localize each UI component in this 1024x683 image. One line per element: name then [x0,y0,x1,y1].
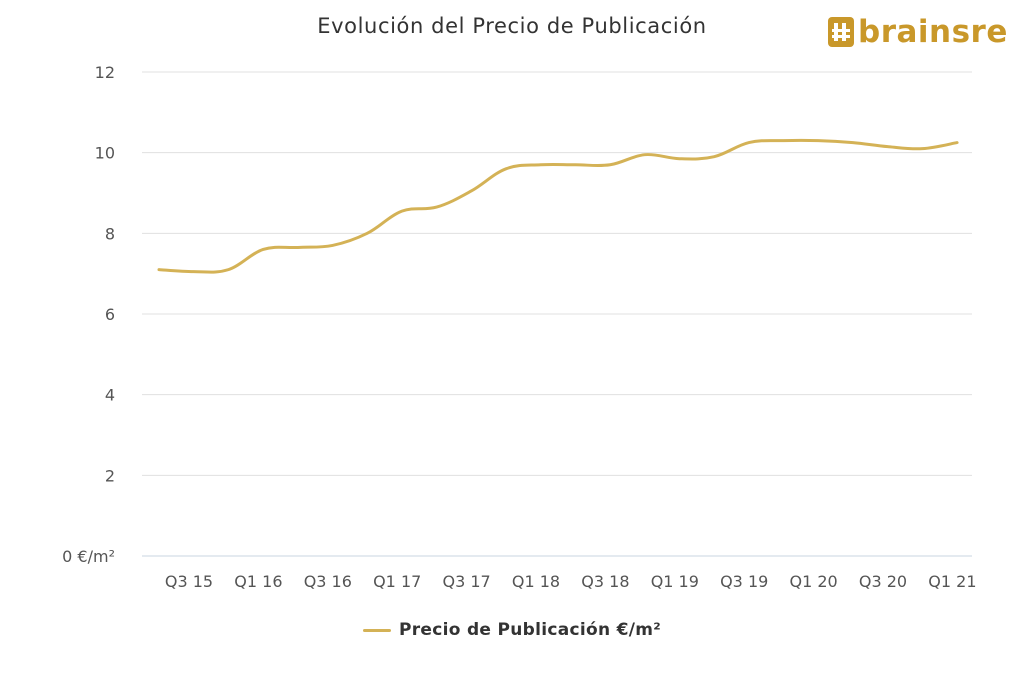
data-point[interactable] [259,245,267,253]
data-point[interactable] [918,145,926,153]
data-point[interactable] [953,139,961,147]
x-tick-label: Q3 19 [720,572,768,591]
legend-swatch [362,628,391,632]
data-point[interactable] [606,161,614,169]
brainsre-wordmark: brainsre [858,13,1008,50]
y-tick-label: 0 €/m² [62,547,115,566]
data-point[interactable] [398,207,406,215]
data-point[interactable] [363,229,371,237]
y-tick-label: 4 [105,386,115,405]
x-tick-label: Q3 15 [165,572,213,591]
data-point[interactable] [745,139,753,147]
data-point[interactable] [641,151,649,159]
y-tick-label: 12 [95,63,115,82]
x-tick-label: Q3 16 [304,572,352,591]
chart-title: Evolución del Precio de Publicación [317,14,707,38]
x-tick-label: Q1 16 [234,572,282,591]
brand-logo: brainsre [828,12,1008,52]
data-point[interactable] [537,161,545,169]
data-point[interactable] [502,165,510,173]
y-tick-label: 10 [95,144,115,163]
data-point[interactable] [849,139,857,147]
legend-label: Precio de Publicación €/m² [398,620,662,640]
data-point[interactable] [329,241,337,249]
x-tick-label: Q3 20 [859,572,907,591]
x-tick-label: Q1 19 [651,572,699,591]
chart-legend[interactable]: Precio de Publicación €/m² [0,620,1024,640]
data-point[interactable] [433,203,441,211]
data-point[interactable] [884,143,892,151]
data-point[interactable] [155,266,163,274]
data-point[interactable] [571,161,579,169]
data-point[interactable] [224,266,232,274]
data-point[interactable] [190,268,198,276]
x-tick-label: Q1 21 [928,572,976,591]
series-layer [155,137,961,276]
x-tick-label: Q1 20 [789,572,837,591]
grid-lines [142,71,972,557]
series-line[interactable] [157,138,959,274]
x-axis-tick-labels: Q3 15 Q1 16 Q3 16 Q1 17 Q3 17 Q1 18 Q3 18 Q1 19… [165,572,977,591]
data-point[interactable] [294,243,302,251]
y-axis-tick-labels: 0 €/m² 2 4 6 8 10 12 [62,63,115,566]
x-tick-label: Q1 18 [512,572,560,591]
y-tick-label: 8 [105,224,115,243]
data-point[interactable] [467,187,475,195]
brainsre-logo-icon [828,17,854,47]
data-point[interactable] [814,137,822,145]
data-point[interactable] [780,137,788,145]
x-tick-label: Q3 18 [581,572,629,591]
y-tick-label: 6 [105,305,115,324]
x-tick-label: Q1 17 [373,572,421,591]
x-tick-label: Q3 17 [442,572,490,591]
y-tick-label: 2 [105,466,115,485]
data-point[interactable] [710,153,718,161]
data-point[interactable] [676,155,684,163]
